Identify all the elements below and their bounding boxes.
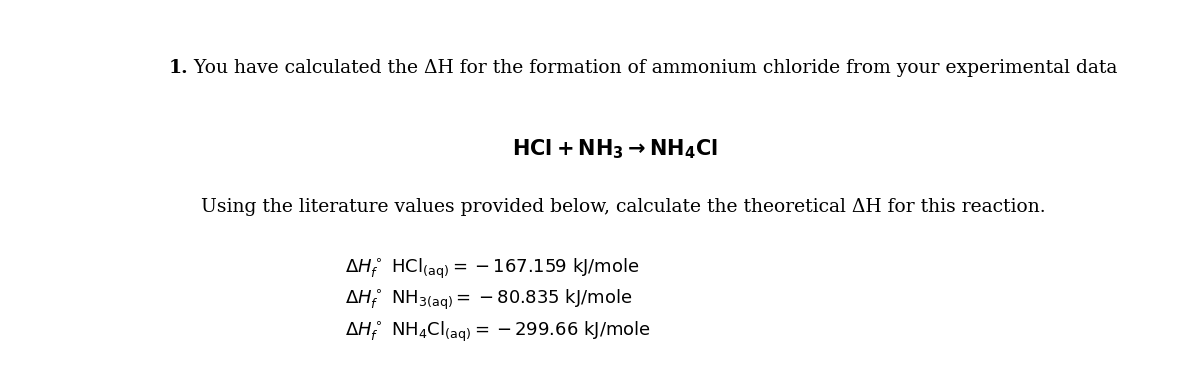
Text: You have calculated the ΔH for the formation of ammonium chloride from your expe: You have calculated the ΔH for the forma… [188,59,1117,77]
Text: $\Delta H_f^\circ\ \mathrm{NH_{3(aq)}} = -80.835\ \mathrm{kJ/mole}$: $\Delta H_f^\circ\ \mathrm{NH_{3(aq)}} =… [346,288,632,312]
Text: Using the literature values provided below, calculate the theoretical ΔH for thi: Using the literature values provided bel… [202,197,1045,215]
Text: $\Delta H_f^\circ\ \mathrm{NH_4Cl_{(aq)}} = -299.66\ \mathrm{kJ/mole}$: $\Delta H_f^\circ\ \mathrm{NH_4Cl_{(aq)}… [346,320,652,344]
Text: $\Delta H_f^\circ\ \mathrm{HCl_{(aq)}} = -167.159\ \mathrm{kJ/mole}$: $\Delta H_f^\circ\ \mathrm{HCl_{(aq)}} =… [346,257,640,281]
Text: $\mathbf{HCl + NH_3 \rightarrow NH_4Cl}$: $\mathbf{HCl + NH_3 \rightarrow NH_4Cl}$ [512,137,718,161]
Text: 1.: 1. [168,59,188,77]
